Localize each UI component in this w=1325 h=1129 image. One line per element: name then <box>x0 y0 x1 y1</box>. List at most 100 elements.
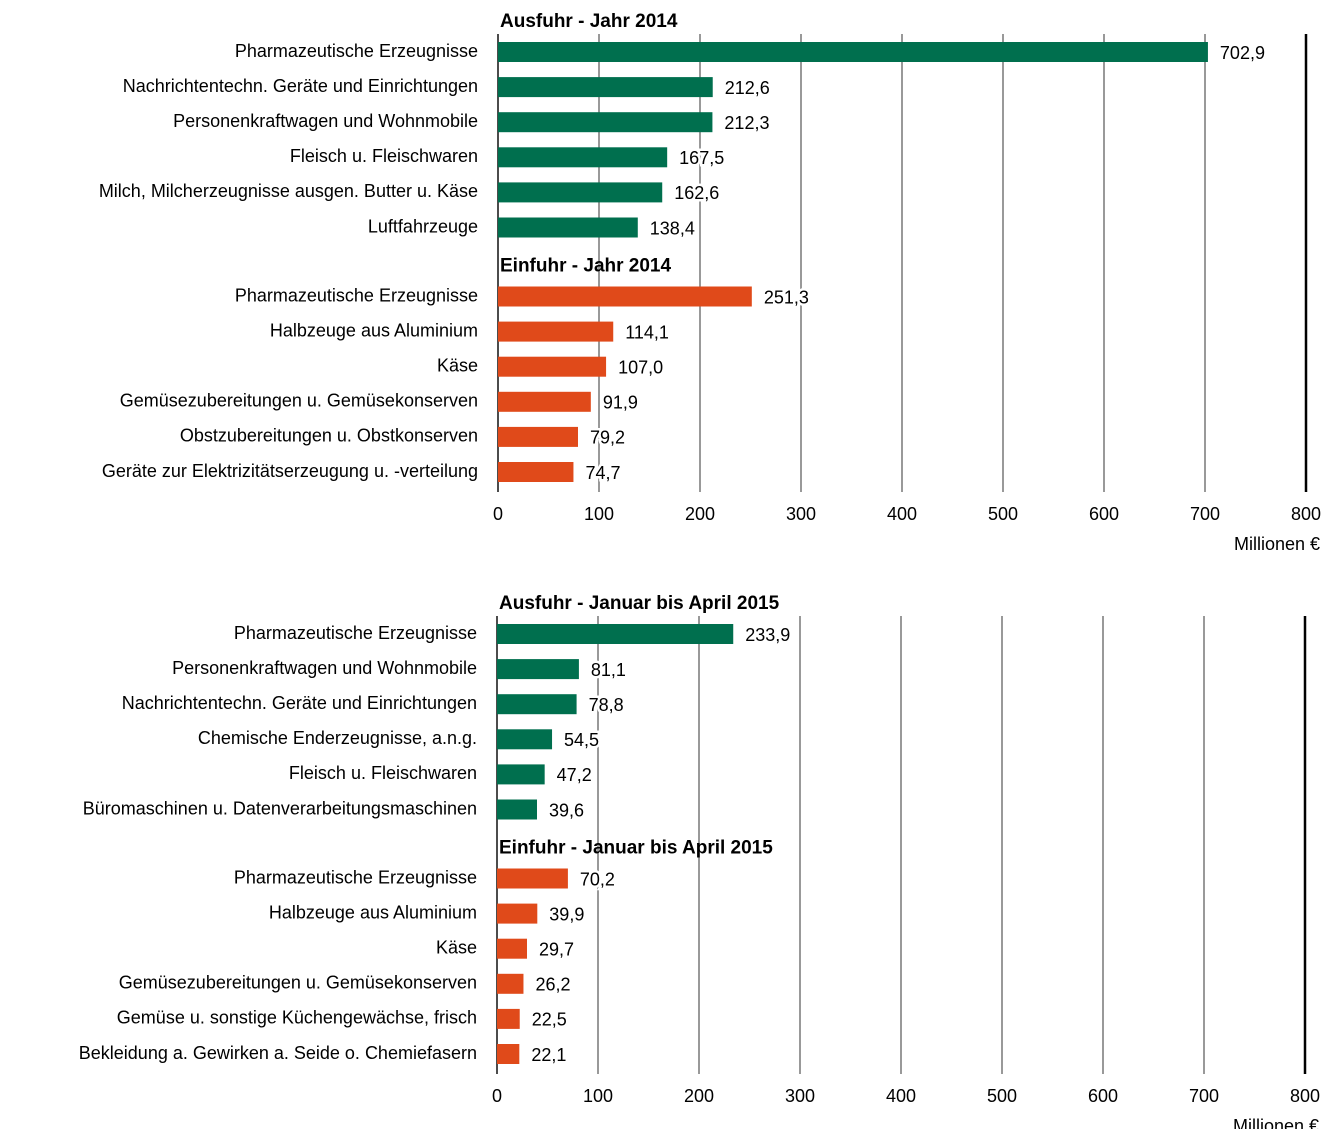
value-label: 54,5 <box>564 730 599 750</box>
value-label: 212,3 <box>724 113 769 133</box>
bar <box>498 391 591 412</box>
bar <box>497 973 524 994</box>
value-label: 79,2 <box>590 428 625 448</box>
category-label: Halbzeuge aus Aluminium <box>270 320 478 340</box>
x-tick-label: 200 <box>685 504 715 524</box>
bar <box>497 659 579 680</box>
grid <box>496 616 1307 1074</box>
x-tick-label: 800 <box>1291 504 1321 524</box>
group-title: Ausfuhr - Januar bis April 2015 <box>499 593 780 614</box>
bar <box>498 182 663 203</box>
category-label: Milch, Milcherzeugnisse ausgen. Butter u… <box>99 181 478 201</box>
category-label: Gemüsezubereitungen u. Gemüsekonserven <box>120 391 478 411</box>
bar <box>497 729 553 750</box>
value-label: 22,1 <box>531 1045 566 1065</box>
category-label: Personenkraftwagen und Wohnmobile <box>172 658 477 678</box>
value-label: 47,2 <box>557 765 592 785</box>
value-label: 702,9 <box>1220 43 1265 63</box>
x-axis-label: Millionen € <box>1234 534 1320 554</box>
x-tick-label: 300 <box>785 1086 815 1106</box>
bar <box>497 799 537 820</box>
grid <box>497 34 1308 492</box>
bar <box>498 426 578 447</box>
value-label: 74,7 <box>585 463 620 483</box>
category-label: Pharmazeutische Erzeugnisse <box>234 623 477 643</box>
bar <box>498 286 752 307</box>
bar <box>497 903 538 924</box>
x-tick-label: 700 <box>1189 1086 1219 1106</box>
x-tick-label: 700 <box>1190 504 1220 524</box>
category-label: Käse <box>436 937 477 957</box>
x-tick-label: 100 <box>584 504 614 524</box>
bar <box>498 356 607 377</box>
x-tick-label: 500 <box>988 504 1018 524</box>
category-label: Bekleidung a. Gewirken a. Seide o. Chemi… <box>79 1043 477 1063</box>
value-label: 114,1 <box>625 322 669 342</box>
x-tick-label: 300 <box>786 504 816 524</box>
bar <box>497 764 545 785</box>
category-label: Nachrichtentechn. Geräte und Einrichtung… <box>122 693 477 713</box>
bar <box>498 147 668 168</box>
value-label: 29,7 <box>539 939 574 959</box>
bar <box>498 462 574 482</box>
bar <box>497 624 734 644</box>
x-tick-label: 400 <box>886 1086 916 1106</box>
category-label: Gemüse u. sonstige Küchengewächse, frisc… <box>117 1008 477 1028</box>
bar <box>498 112 713 133</box>
category-label: Halbzeuge aus Aluminium <box>269 902 477 922</box>
x-tick-label: 800 <box>1290 1086 1320 1106</box>
x-tick-label: 200 <box>684 1086 714 1106</box>
bars: Ausfuhr - Jahr 2014 Pharmazeutische Erzeu… <box>99 11 1268 485</box>
category-label: Käse <box>437 355 478 375</box>
value-label: 162,6 <box>674 183 719 203</box>
group-title: Einfuhr - Januar bis April 2015 <box>499 838 773 859</box>
x-axis-label: Millionen € <box>1233 1116 1319 1129</box>
bar <box>497 1044 520 1064</box>
value-label: 81,1 <box>591 660 626 680</box>
value-label: 91,9 <box>603 393 638 413</box>
bars: Ausfuhr - Januar bis April 2015 Pharmazeu… <box>79 593 793 1067</box>
bar <box>497 694 577 715</box>
value-label: 212,6 <box>725 78 770 98</box>
x-tick-label: 400 <box>887 504 917 524</box>
value-label: 39,6 <box>549 800 584 820</box>
category-label: Nachrichtentechn. Geräte und Einrichtung… <box>123 76 478 96</box>
value-label: 233,9 <box>745 625 790 645</box>
bar <box>498 77 713 98</box>
value-label: 107,0 <box>618 357 663 377</box>
category-label: Luftfahrzeuge <box>368 216 478 236</box>
value-label: 138,4 <box>650 218 695 238</box>
value-label: 26,2 <box>535 975 570 995</box>
value-label: 251,3 <box>764 287 809 307</box>
x-tick-label: 100 <box>583 1086 613 1106</box>
group-title: Ausfuhr - Jahr 2014 <box>500 11 678 32</box>
value-label: 78,8 <box>589 695 624 715</box>
bar <box>497 938 527 959</box>
category-label: Chemische Enderzeugnisse, a.n.g. <box>198 728 477 748</box>
bar <box>497 868 568 889</box>
value-label: 22,5 <box>532 1010 567 1030</box>
bar <box>498 321 614 342</box>
category-label: Geräte zur Elektrizitätserzeugung u. -ve… <box>102 461 478 481</box>
value-label: 39,9 <box>549 904 584 924</box>
x-tick-label: 0 <box>493 504 503 524</box>
x-tick-label: 0 <box>492 1086 502 1106</box>
group-title: Einfuhr - Jahr 2014 <box>500 256 671 277</box>
category-label: Büromaschinen u. Datenverarbeitungsmasch… <box>83 798 477 818</box>
value-label: 167,5 <box>679 148 724 168</box>
category-label: Pharmazeutische Erzeugnisse <box>235 285 478 305</box>
value-label: 70,2 <box>580 869 615 889</box>
x-tick-label: 500 <box>987 1086 1017 1106</box>
category-label: Personenkraftwagen und Wohnmobile <box>173 111 478 131</box>
bar <box>498 42 1208 62</box>
category-label: Obstzubereitungen u. Obstkonserven <box>180 426 478 446</box>
category-label: Pharmazeutische Erzeugnisse <box>235 41 478 61</box>
bar <box>498 217 638 238</box>
category-label: Fleisch u. Fleischwaren <box>289 763 477 783</box>
x-tick-label: 600 <box>1088 1086 1118 1106</box>
category-label: Fleisch u. Fleischwaren <box>290 146 478 166</box>
category-label: Pharmazeutische Erzeugnisse <box>234 867 477 887</box>
x-tick-label: 600 <box>1089 504 1119 524</box>
bar <box>497 1008 520 1029</box>
